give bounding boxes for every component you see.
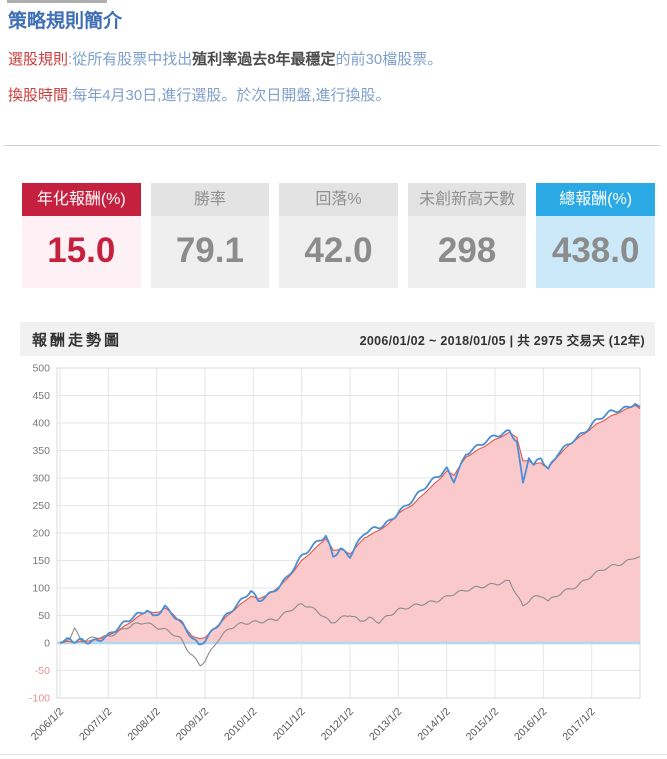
svg-text:350: 350	[32, 445, 50, 457]
stat-card-days-since-high: 未創新高天數 298	[407, 183, 527, 288]
svg-text:2006/1/2: 2006/1/2	[29, 706, 66, 743]
svg-text:450: 450	[32, 390, 50, 402]
stat-value: 438.0	[536, 216, 655, 288]
svg-text:400: 400	[32, 418, 50, 430]
chart-title: 報酬走勢圖	[32, 331, 123, 349]
stats-row: 年化報酬(%) 15.0 勝率 79.1 回落% 42.0 未創新高天數 298…	[22, 183, 655, 288]
chart-header: 報酬走勢圖 2006/01/02 ~ 2018/01/05 | 共 2975 交…	[20, 322, 655, 356]
stat-label: 勝率	[150, 183, 270, 216]
stat-label: 總報酬(%)	[536, 183, 655, 216]
rule-label: 選股規則	[8, 51, 69, 68]
svg-text:2015/1/2: 2015/1/2	[464, 706, 501, 743]
stat-value: 42.0	[279, 216, 398, 288]
clipped-content-fragment	[7, 0, 107, 3]
rule-colon: :	[68, 51, 73, 68]
return-area-fill	[60, 405, 640, 643]
section-divider	[4, 145, 660, 146]
stat-value: 298	[407, 216, 527, 288]
stat-card-annualized-return: 年化報酬(%) 15.0	[22, 183, 141, 288]
stat-label: 年化報酬(%)	[22, 183, 141, 216]
svg-text:250: 250	[32, 500, 50, 512]
svg-text:2012/1/2: 2012/1/2	[319, 706, 356, 743]
rule-line-selection: 選股規則:從所有股票中找出殖利率過去8年最穩定的前30檔股票。	[8, 48, 442, 69]
rule-line-rebalance: 換股時間:每年4月30日,進行選股。於次日開盤,進行換股。	[8, 84, 391, 105]
svg-text:2010/1/2: 2010/1/2	[222, 706, 259, 743]
zero-baseline	[57, 641, 640, 645]
svg-text:200: 200	[32, 528, 50, 540]
rule-label: 換股時間	[8, 87, 69, 104]
svg-text:500: 500	[32, 363, 50, 375]
page-title: 策略規則簡介	[8, 11, 123, 32]
rule-text: 從所有股票中找出	[72, 51, 193, 68]
svg-text:2011/1/2: 2011/1/2	[271, 706, 308, 743]
stat-card-drawdown: 回落% 42.0	[279, 183, 398, 288]
svg-text:2013/1/2: 2013/1/2	[367, 706, 404, 743]
rule-text: 的前30檔股票。	[335, 51, 443, 68]
svg-text:50: 50	[38, 610, 50, 622]
svg-text:2017/1/2: 2017/1/2	[560, 706, 597, 743]
svg-text:0: 0	[44, 638, 50, 650]
svg-text:2009/1/2: 2009/1/2	[174, 706, 211, 743]
stat-card-total-return: 總報酬(%) 438.0	[536, 183, 655, 288]
return-trend-chart: 500450400350300250200150100500-50-100200…	[29, 363, 641, 744]
svg-text:2007/1/2: 2007/1/2	[77, 706, 114, 743]
strategy-line	[59, 403, 641, 646]
rule-colon: :	[68, 87, 73, 104]
benchmark-line	[59, 556, 641, 667]
stat-value: 15.0	[22, 216, 141, 288]
svg-text:-50: -50	[35, 665, 50, 677]
stat-label: 回落%	[279, 183, 398, 216]
svg-text:300: 300	[32, 473, 50, 485]
svg-text:-100: -100	[29, 693, 50, 705]
svg-text:2016/1/2: 2016/1/2	[512, 706, 549, 743]
stat-label: 未創新高天數	[407, 183, 527, 216]
svg-text:150: 150	[32, 555, 50, 567]
stat-value: 79.1	[150, 216, 270, 288]
x-axis-ticks: 2006/1/2 2007/1/2 2008/1/2 2009/1/2 2010/1/2…	[29, 706, 598, 744]
svg-text:2008/1/2: 2008/1/2	[125, 706, 162, 743]
chart-date-range: 2006/01/02 ~ 2018/01/05 | 共 2975 交易天 (12…	[359, 333, 645, 348]
svg-text:100: 100	[32, 583, 50, 595]
bottom-divider	[0, 754, 667, 755]
rule-text: 每年4月30日,進行選股。於次日開盤,進行換股。	[72, 87, 391, 104]
rule-text-emphasis: 殖利率過去8年最穩定	[192, 51, 336, 68]
svg-text:2014/1/2: 2014/1/2	[415, 706, 452, 743]
stat-card-win-rate: 勝率 79.1	[150, 183, 270, 288]
